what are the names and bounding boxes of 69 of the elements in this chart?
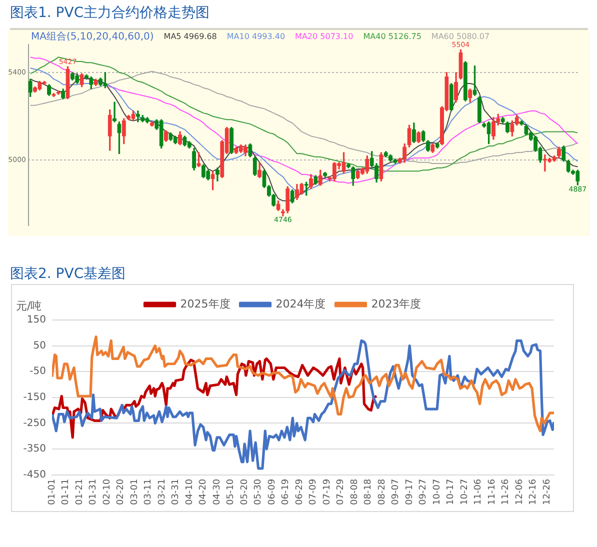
- x-tick-label: 12-26: [542, 478, 552, 506]
- candlestick: [112, 102, 117, 122]
- x-tick-label: 09-27: [418, 478, 429, 506]
- x-tick-label: 03-31: [171, 478, 182, 506]
- candlestick: [248, 143, 252, 158]
- x-tick-label: 07-29: [336, 478, 346, 506]
- text: MA10 4993.40: [226, 32, 286, 42]
- text: MA20 5073.10: [295, 32, 354, 42]
- candlestick: [182, 136, 187, 146]
- candlestick: [486, 122, 491, 144]
- x-tick-label: 01-21: [74, 478, 85, 506]
- y-tick-label: -50: [30, 366, 46, 378]
- x-tick-label: 11-26: [501, 478, 512, 506]
- text: MA5 4969.68: [164, 32, 217, 42]
- x-tick-label: 08-08: [350, 478, 360, 506]
- candlestick: [500, 117, 505, 124]
- text: MA40 5126.75: [363, 32, 422, 42]
- legend-title: MA组合(5,10,20,40,60,0): [31, 30, 154, 43]
- x-tick-label: 01-11: [61, 478, 72, 506]
- y-tick-label: -450: [23, 469, 46, 480]
- x-tick-label: 01-31: [88, 478, 99, 506]
- x-tick-label: 11-06: [474, 478, 484, 506]
- x-tick-label: 06-09: [267, 478, 278, 506]
- chart-title: 图表1. PVC主力合约价格走势图: [10, 4, 210, 22]
- y-tick-label: 150: [26, 314, 46, 326]
- x-tick-label: 07-09: [308, 478, 319, 506]
- x-tick-label: 09-17: [404, 478, 415, 506]
- x-tick-label: 01-01: [47, 478, 58, 506]
- x-tick-label: 02-10: [102, 478, 112, 506]
- y-tick-label: 50: [33, 340, 46, 352]
- legend-label: 2023年度: [371, 297, 422, 310]
- x-tick-label: 10-07: [432, 478, 442, 506]
- x-tick-label: 07-19: [322, 478, 332, 506]
- x-tick-label: 04-10: [184, 478, 195, 506]
- x-tick-label: 04-30: [212, 478, 222, 506]
- x-tick-label: 03-11: [144, 478, 154, 506]
- text: MA60 5080.07: [431, 32, 490, 42]
- y-axis-title: 元/吨: [16, 299, 42, 312]
- x-tick-label: 12-16: [528, 478, 539, 506]
- x-tick-label: 04-20: [198, 478, 209, 506]
- x-tick-label: 08-18: [364, 478, 374, 506]
- chart-title: 图表2. PVC基差图: [10, 265, 126, 283]
- x-tick-label: 11-16: [487, 478, 498, 506]
- x-tick-label: 06-19: [281, 478, 292, 506]
- candlestick: [145, 117, 150, 124]
- x-tick-label: 06-29: [294, 478, 305, 506]
- candlestick: [314, 175, 318, 185]
- x-tick-label: 05-30: [254, 478, 264, 506]
- x-tick-label: 03-21: [157, 478, 168, 506]
- candlestick: [262, 170, 266, 188]
- x-tick-label: 12-06: [514, 478, 525, 506]
- candlestick: [290, 189, 294, 204]
- y-tick-label: -350: [23, 444, 46, 455]
- candlestick: [472, 66, 477, 96]
- y-tick-label: -250: [23, 418, 46, 429]
- x-tick-label: 10-17: [446, 478, 456, 506]
- candlestick: [117, 122, 122, 154]
- x-tick-label: 02-20: [116, 478, 126, 506]
- x-tick-label: 05-10: [226, 478, 236, 506]
- y-tick-label: -150: [23, 392, 46, 404]
- candlestick: [524, 124, 528, 136]
- legend-label: 2025年度: [180, 297, 230, 310]
- x-tick-label: 05-20: [240, 478, 250, 506]
- x-tick-label: 03-01: [130, 478, 140, 506]
- candlestick: [421, 130, 426, 142]
- x-tick-label: 09-07: [391, 478, 402, 506]
- legend-label: 2024年度: [276, 297, 326, 310]
- x-tick-label: 08-28: [377, 478, 388, 506]
- x-tick-label: 10-27: [460, 478, 470, 506]
